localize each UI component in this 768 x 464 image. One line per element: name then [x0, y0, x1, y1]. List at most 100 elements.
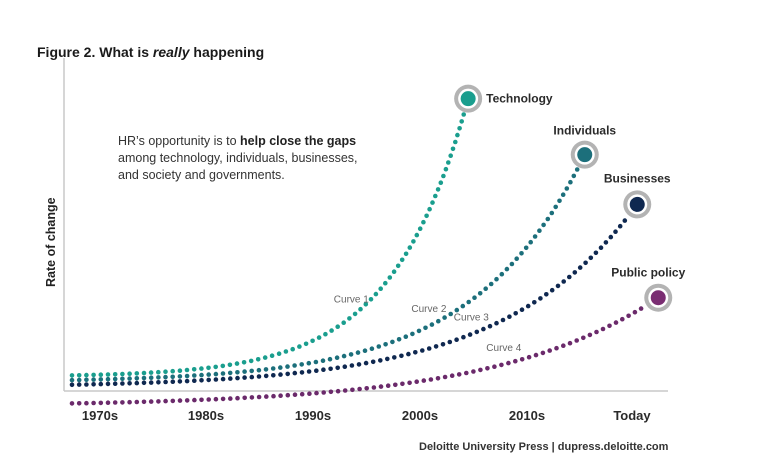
curve-dot [399, 353, 404, 359]
curve-dot [561, 343, 566, 349]
curve-dot [608, 234, 614, 240]
curve-dot [442, 374, 448, 380]
curves: Technology Curve 1 Individuals Curve 2 Busin… [69, 84, 686, 406]
curve-dot [255, 357, 261, 362]
curve-dot [98, 377, 104, 382]
curve-dot [594, 329, 599, 335]
curve-dot [387, 275, 393, 280]
annotation-text: HR’s opportunity is to help close the ga… [118, 134, 358, 182]
curve-dot [574, 338, 579, 343]
curve-dot [292, 363, 297, 368]
curve-dot [626, 313, 631, 319]
curve-dot [547, 348, 552, 353]
curve-dot [499, 271, 505, 277]
curve-dot [411, 239, 416, 244]
curve-dot [84, 377, 89, 383]
curve-dot [235, 375, 240, 381]
curve-label: Curve 4 [486, 343, 521, 354]
curve-dot [134, 371, 140, 376]
curve-dot [271, 393, 276, 399]
curve-dot [341, 320, 347, 326]
curve-dot [206, 365, 211, 371]
curve-dot [163, 369, 168, 375]
curve-dot [192, 397, 197, 403]
series-label: Individuals [553, 124, 616, 138]
curve-dot [112, 376, 118, 382]
curve-dot [314, 390, 319, 396]
curve-dot [316, 335, 322, 340]
curve-dot [545, 216, 551, 222]
curve-dot [549, 287, 555, 293]
curve-dot [617, 223, 623, 229]
curve-dot [494, 320, 499, 326]
curve-dot [199, 378, 204, 383]
curve-dot [349, 363, 355, 368]
curve-dot [447, 339, 453, 345]
series-label: Technology [486, 92, 553, 106]
curve-dot [156, 380, 161, 385]
curve-dot [163, 379, 168, 385]
curve-dot [525, 303, 531, 309]
curve-dot [549, 210, 555, 216]
curve-dot [421, 378, 427, 383]
curve-dot [523, 245, 529, 251]
curve-dot [241, 360, 247, 365]
curve-dot [328, 366, 333, 372]
curve-dot [600, 326, 606, 332]
curve-dot [278, 393, 283, 399]
curve-dot [342, 364, 348, 370]
curve-dot [554, 345, 559, 351]
curve-dot [262, 355, 268, 360]
curve-dot [577, 265, 583, 270]
curve-dot [358, 306, 363, 312]
curve-dot [494, 276, 499, 282]
curve-dot [526, 354, 532, 360]
curve-dot [334, 355, 340, 361]
curve-dot [607, 323, 612, 329]
curve-dot [403, 251, 409, 257]
curve-dot [335, 365, 341, 371]
curve-dot [213, 371, 219, 377]
curve-dot [461, 112, 467, 117]
curve-dot [477, 291, 483, 296]
curve-dot [557, 198, 562, 204]
curve-dot [383, 342, 388, 347]
curve-dot [391, 269, 397, 275]
curve-dot [127, 399, 132, 405]
figure-title: Figure 2. What is really happening [37, 44, 265, 60]
curve-dot [127, 371, 132, 377]
x-tick-label: 1990s [295, 408, 331, 423]
source-credit: Deloitte University Press | dupress.delo… [419, 441, 669, 453]
curve-dot [148, 375, 154, 381]
curve-dot [213, 377, 219, 382]
curve-dot [220, 363, 226, 369]
curve-dot [323, 331, 328, 337]
curve-dot [256, 394, 262, 400]
curve-dot [450, 146, 456, 152]
curve-dot [538, 296, 543, 301]
curve-dot [235, 395, 240, 401]
curve-dot [112, 372, 118, 377]
curve-dot [199, 397, 204, 403]
curve-dot [163, 398, 168, 404]
curve-dot [423, 325, 428, 331]
curve-dot [335, 324, 341, 330]
curve-dot [378, 384, 384, 389]
curve-dot [199, 366, 204, 371]
curve-dot [564, 186, 570, 191]
curve-dot [347, 316, 352, 321]
curve-dot [528, 239, 533, 245]
curve-dot [472, 295, 477, 301]
curve-dot [348, 352, 354, 357]
curve-dot [507, 314, 512, 320]
curve-dot [329, 328, 334, 333]
curve-dot [613, 229, 618, 234]
curve-dot [120, 376, 125, 382]
curve-dot [448, 153, 454, 158]
curve-dot [540, 350, 546, 356]
curve-dot [285, 364, 290, 369]
curve-dot [321, 390, 327, 395]
curve-dot [141, 375, 147, 381]
curve-dot [456, 372, 462, 377]
curve-label: Curve 2 [411, 304, 446, 315]
